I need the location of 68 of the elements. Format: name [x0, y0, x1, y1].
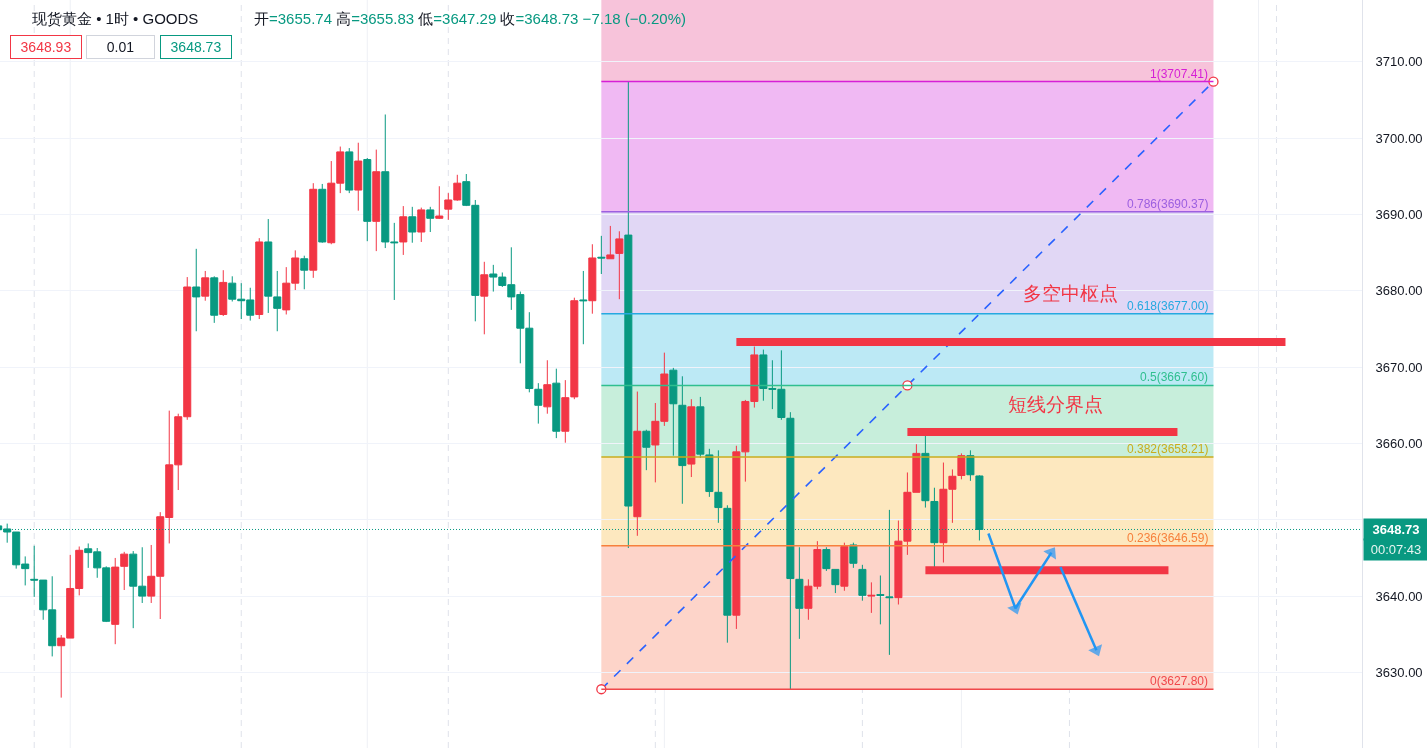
- candlestick: [372, 149, 381, 252]
- candlestick: [606, 225, 615, 260]
- candlestick: [345, 147, 354, 194]
- candlestick: [921, 435, 930, 509]
- annotation: 短线分界点: [1008, 394, 1103, 415]
- candlestick: [219, 269, 228, 317]
- candlestick: [354, 142, 363, 212]
- candlestick: [615, 230, 624, 300]
- y-tick-label: 3700.00: [1375, 130, 1423, 146]
- candlestick: [867, 581, 876, 614]
- candlestick: [858, 564, 867, 602]
- candlestick: [597, 235, 606, 275]
- candlestick: [849, 542, 858, 569]
- candlestick: [795, 546, 804, 640]
- candlestick: [822, 546, 831, 572]
- candlestick: [255, 237, 264, 320]
- y-tick-label: 3670.00: [1375, 359, 1423, 375]
- ref-line-label: 3648.73: [1372, 522, 1420, 537]
- candlestick: [876, 575, 885, 625]
- candlestick: [840, 542, 849, 592]
- candlestick: [408, 206, 417, 244]
- candlestick: [642, 429, 651, 471]
- y-tick-label: 3680.00: [1375, 283, 1423, 299]
- text: 开=3655.74 高=3655.83 低=3647.29 收=3648.73 −7.18 (−0.20%): [254, 10, 687, 27]
- candlestick: [687, 398, 696, 478]
- candlestick: [318, 183, 327, 244]
- annotation: 3648.73: [170, 39, 222, 55]
- candlestick: [192, 248, 201, 332]
- text: 现货黄金 • 1时 • GOODS: [32, 10, 199, 28]
- candlestick: [210, 275, 219, 324]
- candlestick: [957, 452, 966, 480]
- ref-line-label: 0.382(3658.21): [1127, 442, 1209, 456]
- y-tick-label: 3690.00: [1375, 207, 1423, 223]
- candlestick: [714, 449, 723, 524]
- annotation: 0.01: [106, 39, 135, 55]
- ref-line-label: 0.786(3690.37): [1127, 197, 1209, 211]
- candlestick: [552, 368, 561, 439]
- y-tick-label: 3660.00: [1375, 436, 1423, 452]
- candlestick: [543, 359, 552, 415]
- candlestick: [480, 261, 489, 335]
- candlestick: [201, 270, 210, 302]
- ref-line-label: 0(3627.80): [1150, 674, 1209, 688]
- y-tick-label: 3710.00: [1375, 54, 1423, 70]
- candlestick: [678, 375, 687, 505]
- candlestick: [363, 157, 372, 242]
- annotation: 多空中枢点: [1023, 283, 1118, 304]
- candlestick: [435, 185, 444, 219]
- y-tick-label: 3630.00: [1375, 664, 1423, 680]
- candlestick: [399, 205, 408, 256]
- candlestick: [831, 568, 840, 594]
- candlestick: [309, 182, 318, 279]
- point: [1208, 76, 1219, 87]
- candlestick: [588, 243, 597, 315]
- candlestick: [300, 255, 309, 290]
- text: 00:07:43: [1370, 542, 1422, 557]
- candlestick: [633, 391, 642, 537]
- ref-line-label: 0.236(3646.59): [1127, 531, 1209, 545]
- ref-line-label: 1(3707.41): [1150, 67, 1209, 81]
- candlestick: [426, 206, 435, 233]
- ref-line-label: 0.5(3667.60): [1140, 370, 1209, 384]
- candlestick: [669, 367, 678, 457]
- y-tick-label: 3640.00: [1375, 588, 1423, 604]
- candlestick: [534, 382, 543, 425]
- ref-line-label: 0.618(3677.00): [1127, 299, 1209, 313]
- candlestick: [579, 270, 588, 345]
- candlestick: [966, 449, 975, 482]
- candlestick: [417, 207, 426, 243]
- annotation: 3648.93: [20, 39, 72, 55]
